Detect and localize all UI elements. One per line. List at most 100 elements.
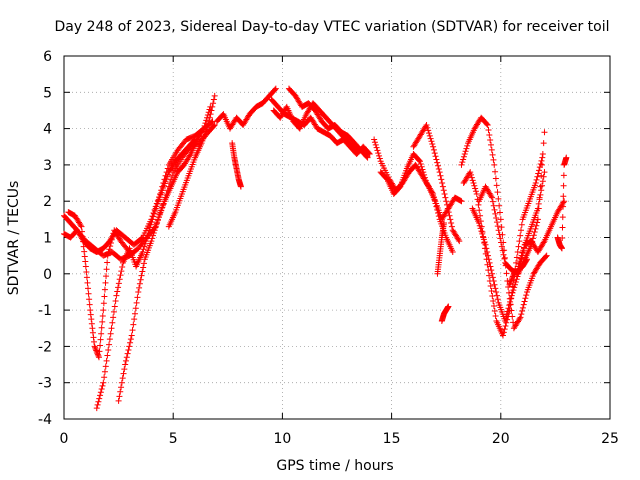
- y-tick-label: 6: [43, 49, 52, 65]
- data-point: [537, 160, 544, 167]
- data-point: [135, 288, 142, 295]
- data-point: [111, 303, 118, 310]
- data-point: [93, 347, 100, 354]
- data-point: [93, 405, 100, 412]
- x-tick-label: 25: [601, 431, 619, 447]
- data-point: [535, 205, 542, 212]
- data-point: [98, 330, 105, 337]
- data-point: [509, 273, 516, 280]
- data-point: [491, 308, 498, 315]
- data-point: [487, 263, 494, 270]
- data-point: [486, 272, 493, 279]
- data-point: [105, 249, 112, 256]
- data-point: [147, 221, 154, 228]
- data-point: [523, 257, 530, 264]
- data-point: [534, 173, 541, 180]
- data-point: [82, 263, 89, 270]
- data-point: [460, 153, 467, 160]
- data-point: [109, 233, 116, 240]
- data-point: [492, 210, 499, 217]
- data-point: [79, 228, 86, 235]
- data-point: [458, 198, 465, 205]
- data-point: [89, 329, 96, 336]
- data-point: [153, 221, 160, 228]
- data-point: [489, 270, 496, 277]
- data-point: [539, 151, 546, 158]
- data-point: [101, 293, 108, 300]
- data-point: [99, 318, 106, 325]
- data-point: [476, 207, 483, 214]
- data-point: [539, 161, 546, 168]
- data-point: [130, 321, 137, 328]
- data-point: [532, 225, 539, 232]
- data-point: [561, 198, 568, 205]
- data-point: [108, 236, 115, 243]
- x-tick-label: 20: [492, 431, 510, 447]
- data-point: [416, 157, 423, 164]
- data-point: [489, 198, 496, 205]
- data-point: [478, 228, 485, 235]
- data-point: [120, 370, 127, 377]
- data-point: [85, 285, 92, 292]
- data-point: [541, 169, 548, 176]
- series-s17: [458, 114, 550, 332]
- data-point: [521, 298, 528, 305]
- data-point: [519, 304, 526, 311]
- data-point: [115, 284, 122, 291]
- data-point: [497, 235, 504, 242]
- data-point: [138, 272, 145, 279]
- data-point: [503, 311, 510, 318]
- data-point: [433, 156, 440, 163]
- data-point: [94, 351, 101, 358]
- data-point: [425, 127, 432, 134]
- data-point: [372, 141, 379, 148]
- data-point: [475, 201, 482, 208]
- data-point: [92, 344, 99, 351]
- data-point: [486, 131, 493, 138]
- data-point: [433, 203, 440, 210]
- data-point: [83, 274, 90, 281]
- data-point: [142, 238, 149, 245]
- data-point: [80, 243, 87, 250]
- data-point: [376, 155, 383, 162]
- data-point: [511, 281, 518, 288]
- data-point: [507, 295, 514, 302]
- data-point: [110, 314, 117, 321]
- data-point: [436, 169, 443, 176]
- data-point: [141, 243, 148, 250]
- data-point: [423, 121, 430, 128]
- data-point: [560, 193, 567, 200]
- data-point: [420, 169, 427, 176]
- x-tick-label: 15: [383, 431, 401, 447]
- data-point: [516, 258, 523, 265]
- data-point: [102, 363, 109, 370]
- data-point: [129, 327, 136, 334]
- data-point: [97, 392, 104, 399]
- data-point: [488, 267, 495, 274]
- data-point: [151, 210, 158, 217]
- data-point: [491, 161, 498, 168]
- data-point: [483, 121, 490, 128]
- series-s16: [438, 303, 452, 324]
- series-s7: [213, 85, 279, 132]
- data-point: [494, 223, 501, 230]
- data-point: [99, 382, 106, 389]
- data-point: [441, 219, 448, 226]
- data-point: [435, 213, 442, 220]
- data-point: [471, 182, 478, 189]
- data-point: [118, 268, 125, 275]
- data-point: [508, 277, 515, 284]
- data-point: [97, 389, 104, 396]
- data-point: [131, 316, 138, 323]
- data-point: [114, 288, 121, 295]
- data-point: [506, 302, 513, 309]
- data-point: [107, 330, 114, 337]
- y-tick-label: -4: [38, 412, 52, 428]
- data-point: [536, 167, 543, 174]
- data-point: [83, 268, 90, 275]
- data-point: [151, 227, 158, 234]
- data-point: [518, 311, 525, 318]
- data-point: [440, 187, 447, 194]
- data-point: [146, 224, 153, 231]
- data-point: [444, 205, 451, 212]
